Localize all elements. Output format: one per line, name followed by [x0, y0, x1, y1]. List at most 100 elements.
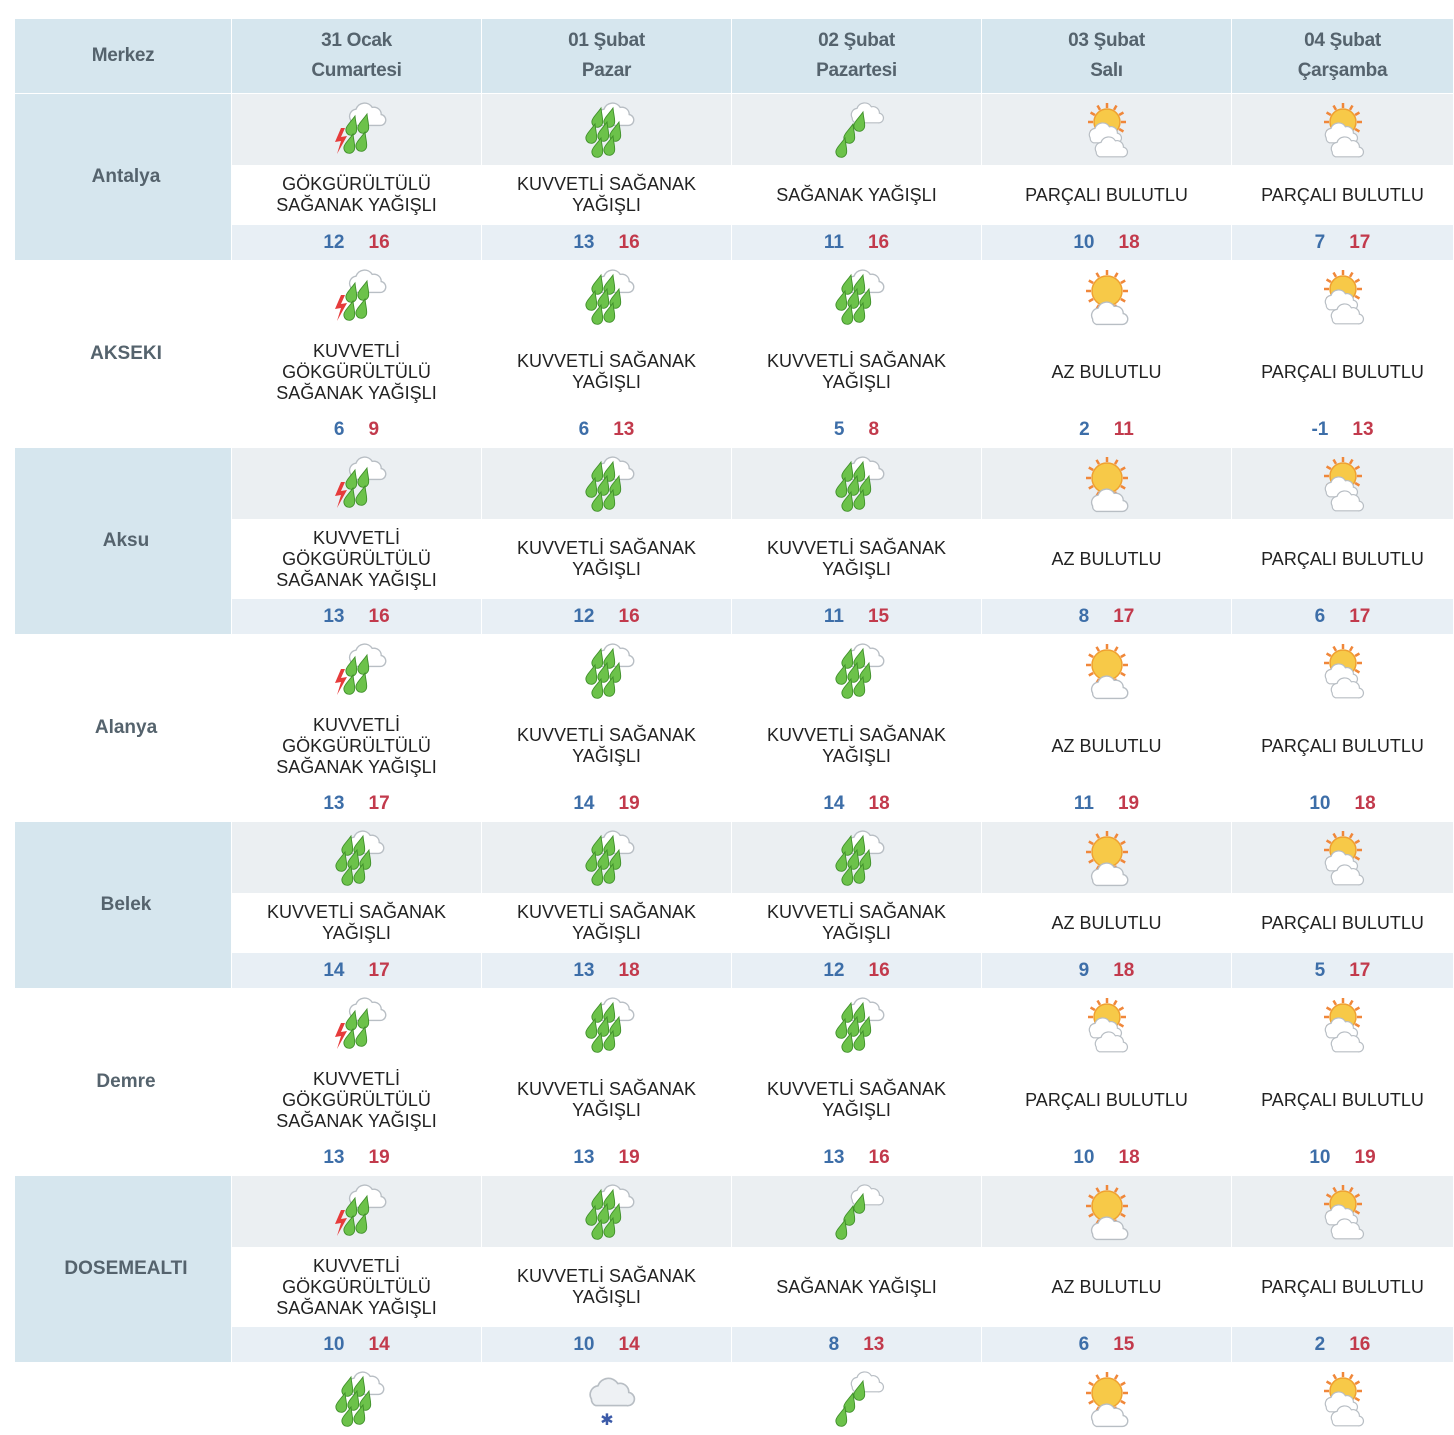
min-temp: 10 — [1309, 1146, 1331, 1168]
city-name: Belek — [14, 821, 232, 989]
city-temp-row: 6 9 6 13 5 8 2 11 -1 13 — [15, 411, 1454, 448]
temperature-cell: 8 13 — [731, 1326, 982, 1363]
condition-text: KUVVETLİ SAĞANAK YAĞIŞLI — [231, 893, 482, 953]
temperature-cell: 7 17 — [1231, 224, 1454, 261]
max-temp: 14 — [368, 1333, 390, 1355]
min-temp: 13 — [323, 1146, 345, 1168]
condition-text: KUVVETLİ GÖKGÜRÜLTÜLÜ SAĞANAK YAĞIŞLI — [231, 706, 482, 786]
condition-label: PARÇALI BULUTLU — [1261, 361, 1424, 382]
condition-text: KUVVETLİ GÖKGÜRÜLTÜLÜ SAĞANAK YAĞIŞLI — [231, 1060, 482, 1140]
thunder-rain-icon — [334, 1183, 386, 1236]
condition-label: PARÇALI BULUTLU — [1025, 1089, 1188, 1110]
condition-text: KUVVETLİ GÖKGÜRÜLTÜLÜ SAĞANAK YAĞIŞLI — [231, 332, 482, 412]
temperature-cell: 10 14 — [481, 1326, 732, 1363]
day-header: 02 Şubat Pazartesi — [731, 18, 982, 94]
min-temp: 11 — [1073, 792, 1094, 814]
heavy-rain-icon — [834, 268, 884, 325]
temperature-cell: 13 16 — [231, 598, 482, 635]
condition-text: KUVVETLİ SAĞANAK YAĞIŞLI — [481, 1060, 732, 1140]
min-temp: 12 — [823, 959, 845, 981]
weather-icon-cell — [731, 93, 982, 166]
mostly-sunny-icon — [1085, 643, 1128, 699]
condition-text: KUVVETLİ SAĞANAK YAĞIŞLI — [731, 519, 982, 599]
empty-city-cell — [14, 1362, 232, 1435]
city-name: Alanya — [14, 634, 232, 822]
day-weekday: Cumartesi — [311, 60, 402, 81]
partly-cloudy-icon — [1323, 102, 1364, 157]
min-temp: 6 — [578, 418, 590, 440]
condition-text: GÖKGÜRÜLTÜLÜ SAĞANAK YAĞIŞLI — [231, 165, 482, 225]
temperature-cell: 12 16 — [731, 952, 982, 989]
day-weekday: Çarşamba — [1297, 60, 1388, 81]
weather-icon-cell — [481, 634, 732, 707]
min-temp: 12 — [573, 605, 595, 627]
condition-label: KUVVETLİ GÖKGÜRÜLTÜLÜ SAĞANAK YAĞIŞLI — [276, 340, 437, 403]
partly-cloudy-icon — [1323, 456, 1364, 511]
city-name: DOSEMEALTI — [14, 1175, 232, 1363]
mostly-sunny-icon — [1085, 830, 1128, 886]
weather-icon-cell — [481, 821, 732, 894]
max-temp: 16 — [868, 959, 890, 981]
min-temp: 10 — [323, 1333, 345, 1355]
mostly-sunny-icon — [1085, 269, 1128, 325]
weather-icon-cell — [481, 93, 732, 166]
weather-icon-cell — [981, 93, 1232, 166]
condition-label: KUVVETLİ GÖKGÜRÜLTÜLÜ SAĞANAK YAĞIŞLI — [276, 1068, 437, 1131]
temperature-cell: 10 18 — [1231, 785, 1454, 822]
condition-text: PARÇALI BULUTLU — [981, 1060, 1232, 1140]
city-temp-row: 10 14 10 14 8 13 6 15 2 16 — [15, 1326, 1454, 1363]
max-temp: 13 — [863, 1333, 885, 1355]
condition-label: AZ BULUTLU — [1051, 912, 1162, 933]
weather-icon-cell — [481, 260, 732, 333]
condition-label: AZ BULUTLU — [1051, 548, 1162, 569]
shower-icon — [834, 1183, 884, 1240]
min-temp: 5 — [833, 418, 845, 440]
condition-label: PARÇALI BULUTLU — [1261, 1089, 1424, 1110]
weather-icon-cell — [981, 634, 1232, 707]
max-temp: 17 — [1349, 605, 1371, 627]
condition-text: SAĞANAK YAĞIŞLI — [731, 1247, 982, 1327]
condition-label: GÖKGÜRÜLTÜLÜ SAĞANAK YAĞIŞLI — [276, 174, 437, 215]
max-temp: 17 — [368, 959, 390, 981]
city-icon-row: Alanya — [14, 634, 1454, 822]
condition-text: KUVVETLİ SAĞANAK YAĞIŞLI — [731, 893, 982, 953]
city-icon-row: DOSEMEALTI — [14, 1175, 1454, 1363]
weather-icon-cell — [731, 1362, 982, 1435]
thunder-rain-icon — [334, 642, 386, 695]
weather-icon-cell — [1231, 1175, 1454, 1248]
max-temp: 19 — [618, 1146, 640, 1168]
min-temp: 11 — [823, 605, 844, 627]
min-temp: 8 — [828, 1333, 840, 1355]
weather-icon-cell — [481, 1175, 732, 1248]
condition-label: KUVVETLİ SAĞANAK YAĞIŞLI — [766, 1079, 947, 1120]
temperature-cell: 13 19 — [231, 1139, 482, 1176]
max-temp: 15 — [867, 605, 890, 627]
weather-icon-cell — [731, 260, 982, 333]
city-name: Demre — [14, 988, 232, 1176]
temperature-cell: 14 19 — [481, 785, 732, 822]
weather-icon-cell — [731, 447, 982, 520]
max-temp: 16 — [1349, 1333, 1371, 1355]
partly-cloudy-icon — [1323, 997, 1364, 1052]
temperature-cell: 11 19 — [981, 785, 1232, 822]
max-temp: 18 — [1113, 959, 1135, 981]
weather-icon-cell — [731, 634, 982, 707]
condition-label: KUVVETLİ SAĞANAK YAĞIŞLI — [766, 351, 947, 392]
temperature-cell: 10 18 — [981, 224, 1232, 261]
condition-text: AZ BULUTLU — [981, 706, 1232, 786]
max-temp: 8 — [868, 418, 880, 440]
min-temp: 6 — [333, 418, 345, 440]
temperature-cell: 13 19 — [481, 1139, 732, 1176]
weather-icon-cell — [231, 988, 482, 1061]
condition-label: SAĞANAK YAĞIŞLI — [776, 184, 937, 205]
heavy-rain-icon — [584, 642, 634, 699]
partial-icon-row: ✱ — [14, 1362, 1454, 1435]
city-condition-row: GÖKGÜRÜLTÜLÜ SAĞANAK YAĞIŞLI KUVVETLİ SAĞ… — [15, 165, 1454, 225]
condition-text: SAĞANAK YAĞIŞLI — [731, 165, 982, 225]
mostly-sunny-icon — [1085, 1371, 1128, 1427]
city-temp-row: 13 19 13 19 13 16 10 18 10 19 — [15, 1139, 1454, 1176]
heavy-rain-icon — [334, 829, 384, 886]
condition-text: AZ BULUTLU — [981, 893, 1232, 953]
condition-text: AZ BULUTLU — [981, 1247, 1232, 1327]
condition-label: PARÇALI BULUTLU — [1261, 548, 1424, 569]
